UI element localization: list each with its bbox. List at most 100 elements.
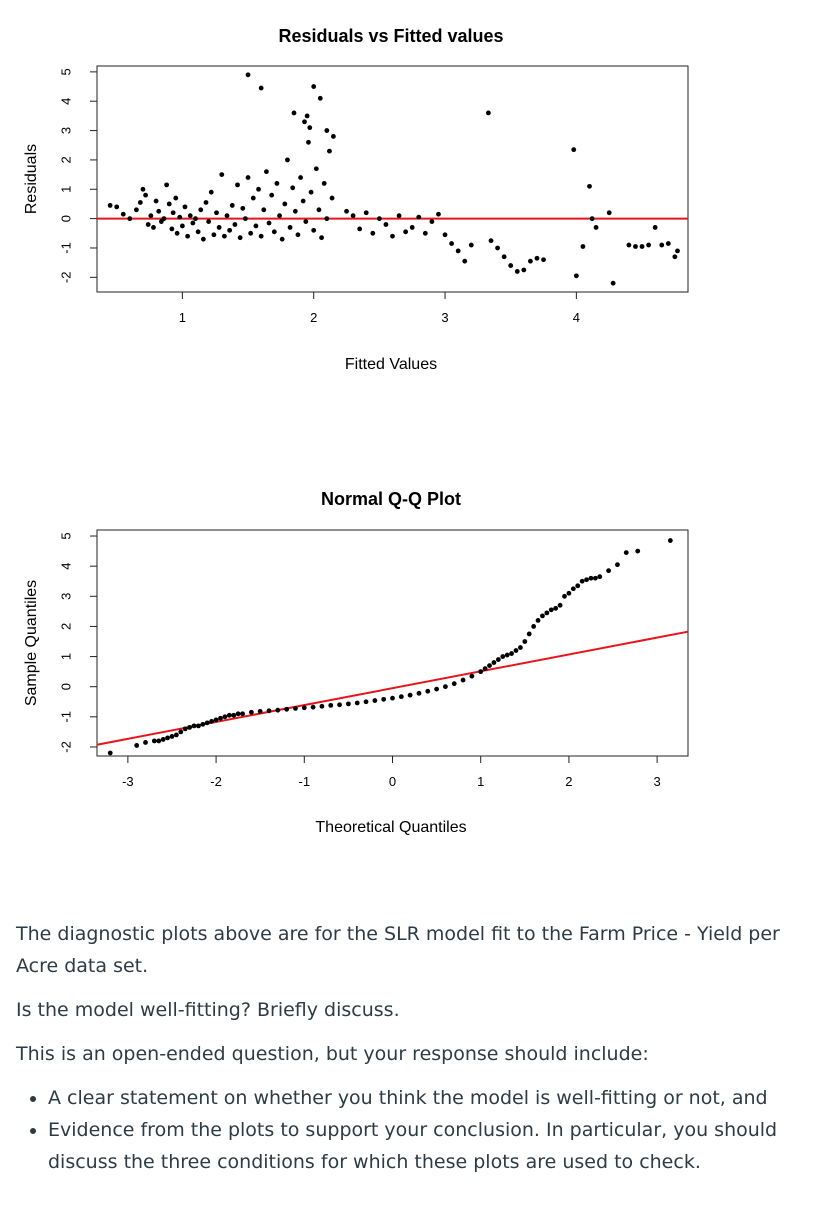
data-point: [588, 575, 594, 581]
data-point: [266, 708, 272, 714]
data-point: [271, 229, 277, 235]
data-point: [120, 211, 126, 217]
data-point: [243, 216, 248, 222]
y-tick-label: 1: [58, 186, 73, 193]
data-point: [544, 610, 550, 616]
data-point: [235, 182, 240, 188]
qq-y-axis: -2 -1 0 1 2 3 4 5: [58, 532, 97, 753]
data-point: [652, 225, 658, 230]
residuals-plot-frame: [96, 65, 689, 293]
qq-points: [107, 538, 673, 756]
data-point: [462, 258, 468, 264]
question-prompt: Is the model well-fitting? Briefly discu…: [16, 999, 400, 1021]
data-point: [363, 699, 369, 705]
data-point: [235, 711, 241, 717]
data-point: [381, 696, 387, 702]
data-point: [143, 740, 148, 745]
data-point: [177, 214, 183, 220]
qq-plot-frame: [96, 529, 689, 757]
data-point: [248, 709, 254, 715]
data-point: [204, 720, 210, 726]
data-point: [178, 729, 184, 735]
data-point: [548, 607, 554, 613]
data-point: [587, 183, 592, 189]
qq-plot: Normal Q-Q Plot -2 -1 0 1 2 3 4 5 -3 -2 -1 0 1 2 3 Th…: [23, 489, 689, 836]
data-point: [304, 113, 310, 119]
data-point: [165, 735, 170, 741]
y-tick-label: 0: [58, 215, 73, 222]
data-point: [187, 213, 193, 219]
data-point: [261, 207, 267, 213]
data-point: [416, 214, 422, 220]
data-point: [324, 216, 330, 222]
data-point: [455, 248, 461, 254]
data-point: [513, 648, 519, 653]
data-point: [258, 233, 264, 239]
data-point: [145, 222, 151, 227]
data-point: [646, 242, 651, 248]
data-point: [566, 590, 572, 596]
data-point: [306, 139, 311, 145]
data-point: [240, 205, 246, 211]
data-point: [429, 219, 435, 224]
data-point: [557, 602, 563, 608]
data-point: [422, 230, 428, 236]
data-point: [216, 225, 222, 230]
data-point: [185, 233, 191, 239]
data-point: [153, 198, 159, 204]
qq-plot-ylabel: Sample Quantiles: [23, 580, 40, 706]
data-point: [253, 223, 259, 229]
data-point: [298, 175, 303, 180]
data-point: [488, 238, 494, 244]
data-point: [615, 562, 620, 568]
bullet-item: Evidence from the plots to support your …: [48, 1114, 816, 1178]
data-point: [518, 645, 523, 650]
question-intro: The diagnostic plots above are for the S…: [16, 923, 780, 977]
data-point: [500, 654, 506, 659]
data-point: [200, 721, 206, 727]
y-tick-label: 0: [58, 683, 73, 690]
data-point: [221, 233, 227, 239]
data-point: [257, 709, 263, 714]
diagnostic-plots: Residuals vs Fitted values -2 -1 0 1 2 3 4 5 1 2…: [23, 26, 689, 836]
data-point: [665, 241, 671, 246]
data-point: [173, 195, 179, 201]
data-point: [310, 704, 316, 710]
data-point: [321, 181, 327, 186]
data-point: [213, 717, 219, 723]
data-point: [521, 267, 527, 273]
data-point: [245, 175, 251, 180]
data-point: [250, 195, 256, 201]
data-point: [672, 254, 678, 260]
data-point: [534, 255, 540, 261]
data-point: [571, 147, 577, 153]
data-point: [258, 85, 264, 91]
data-point: [443, 684, 448, 690]
data-point: [580, 244, 586, 249]
data-point: [287, 225, 293, 230]
x-tick-label: -1: [299, 774, 311, 789]
residuals-plot: Residuals vs Fitted values -2 -1 0 1 2 3 4 5 1 2…: [23, 26, 689, 373]
data-point: [302, 119, 307, 125]
x-tick-label: 3: [654, 774, 661, 789]
data-point: [329, 195, 335, 201]
data-point: [434, 686, 440, 692]
data-point: [190, 220, 196, 226]
data-point: [134, 743, 140, 748]
data-point: [193, 216, 198, 222]
data-point: [295, 232, 301, 238]
residuals-x-axis: 1 2 3 4: [179, 292, 580, 325]
data-point: [324, 128, 330, 133]
data-point: [211, 232, 217, 238]
data-point: [206, 219, 212, 224]
question-text: The diagnostic plots above are for the S…: [16, 918, 816, 1178]
data-point: [214, 210, 219, 216]
data-point: [156, 208, 162, 214]
data-point: [134, 207, 139, 213]
data-point: [203, 200, 209, 205]
data-point: [396, 213, 402, 219]
data-point: [107, 750, 113, 756]
data-point: [169, 226, 175, 232]
data-point: [222, 714, 228, 720]
data-point: [208, 189, 214, 195]
